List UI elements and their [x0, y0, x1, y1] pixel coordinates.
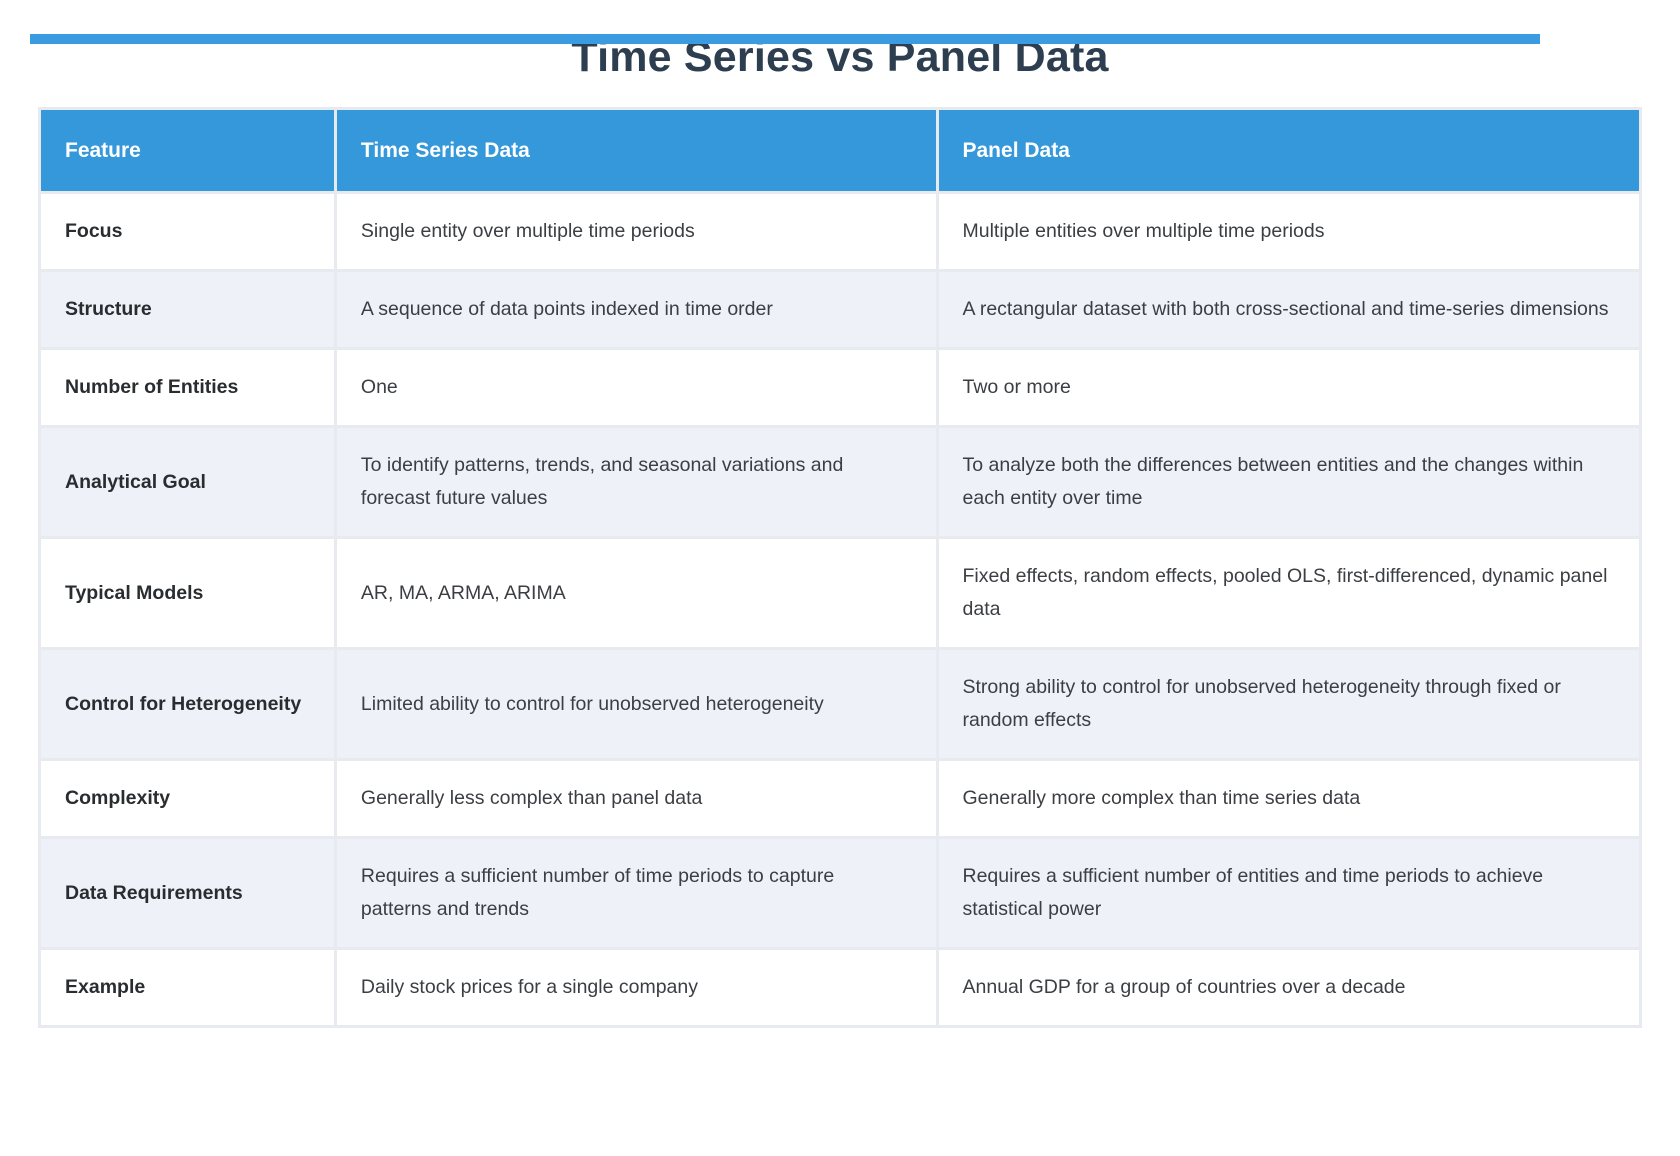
panel-cell: Requires a sufficient number of entities… — [938, 839, 1639, 947]
table-row-typical-models: Typical Models AR, MA, ARMA, ARIMA Fixed… — [41, 539, 1639, 647]
table-row-number-of-entities: Number of Entities One Two or more — [41, 350, 1639, 425]
panel-cell: Strong ability to control for unobserved… — [938, 650, 1639, 758]
column-header-time-series: Time Series Data — [336, 110, 936, 191]
time-series-cell: Daily stock prices for a single company — [336, 950, 936, 1025]
time-series-cell: Limited ability to control for unobserve… — [336, 650, 936, 758]
feature-cell: Example — [41, 950, 334, 1025]
panel-cell: A rectangular dataset with both cross-se… — [938, 272, 1639, 347]
table-header: Feature Time Series Data Panel Data — [41, 110, 1639, 191]
feature-cell: Number of Entities — [41, 350, 334, 425]
feature-cell: Control for Heterogeneity — [41, 650, 334, 758]
time-series-cell: AR, MA, ARMA, ARIMA — [336, 539, 936, 647]
feature-cell: Typical Models — [41, 539, 334, 647]
time-series-cell: A sequence of data points indexed in tim… — [336, 272, 936, 347]
panel-cell: Two or more — [938, 350, 1639, 425]
time-series-cell: One — [336, 350, 936, 425]
feature-cell: Analytical Goal — [41, 428, 334, 536]
feature-cell: Data Requirements — [41, 839, 334, 947]
table-body: Focus Single entity over multiple time p… — [41, 194, 1639, 1025]
table-row-structure: Structure A sequence of data points inde… — [41, 272, 1639, 347]
table-row-focus: Focus Single entity over multiple time p… — [41, 194, 1639, 269]
column-header-feature: Feature — [41, 110, 334, 191]
table-row-complexity: Complexity Generally less complex than p… — [41, 761, 1639, 836]
panel-cell: Annual GDP for a group of countries over… — [938, 950, 1639, 1025]
time-series-cell: To identify patterns, trends, and season… — [336, 428, 936, 536]
comparison-table: Feature Time Series Data Panel Data Focu… — [38, 107, 1642, 1028]
time-series-cell: Single entity over multiple time periods — [336, 194, 936, 269]
table-row-control-for-heterogeneity: Control for Heterogeneity Limited abilit… — [41, 650, 1639, 758]
table-row-example: Example Daily stock prices for a single … — [41, 950, 1639, 1025]
column-header-panel: Panel Data — [938, 110, 1639, 191]
panel-cell: To analyze both the differences between … — [938, 428, 1639, 536]
table-row-analytical-goal: Analytical Goal To identify patterns, tr… — [41, 428, 1639, 536]
header-row: Feature Time Series Data Panel Data — [41, 110, 1639, 191]
panel-cell: Multiple entities over multiple time per… — [938, 194, 1639, 269]
panel-cell: Fixed effects, random effects, pooled OL… — [938, 539, 1639, 647]
top-accent-bar — [30, 34, 1540, 44]
table-row-data-requirements: Data Requirements Requires a sufficient … — [41, 839, 1639, 947]
panel-cell: Generally more complex than time series … — [938, 761, 1639, 836]
feature-cell: Complexity — [41, 761, 334, 836]
time-series-cell: Generally less complex than panel data — [336, 761, 936, 836]
time-series-cell: Requires a sufficient number of time per… — [336, 839, 936, 947]
feature-cell: Focus — [41, 194, 334, 269]
feature-cell: Structure — [41, 272, 334, 347]
